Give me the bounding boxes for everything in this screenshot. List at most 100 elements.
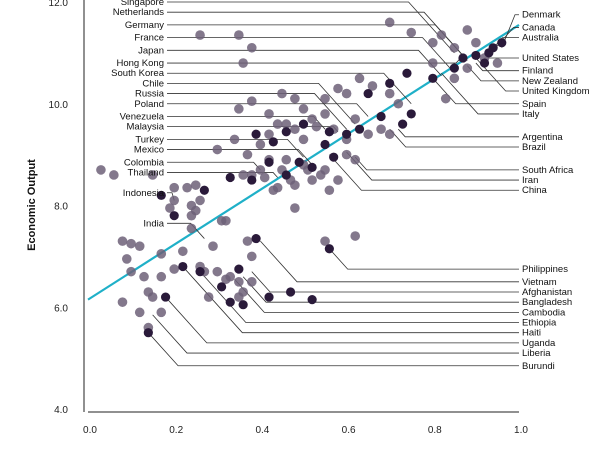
data-point <box>212 144 223 155</box>
data-point <box>109 170 119 180</box>
country-label: Haiti <box>522 328 541 339</box>
data-point <box>320 165 330 175</box>
leader-line <box>389 128 519 148</box>
data-point <box>216 215 227 226</box>
country-label: Thailand <box>128 167 164 178</box>
country-label: Afghanistan <box>522 287 572 298</box>
data-point-highlight <box>247 175 257 185</box>
leader-line <box>475 62 519 72</box>
data-point <box>238 170 248 180</box>
leader-line <box>466 65 519 82</box>
data-point-highlight <box>406 109 416 119</box>
data-point-highlight <box>307 295 317 305</box>
y-tick-label: 10.0 <box>49 100 69 111</box>
leader-line <box>167 93 347 130</box>
leader-line <box>148 332 519 367</box>
data-point <box>234 104 244 114</box>
leader-line <box>432 78 519 105</box>
data-point <box>363 129 373 140</box>
data-point <box>311 121 322 132</box>
data-point <box>238 58 248 68</box>
leader-line <box>167 1 455 54</box>
country-label: Vietnam <box>522 277 557 288</box>
data-point <box>156 307 167 318</box>
leader-line <box>167 83 356 125</box>
data-point <box>350 231 361 241</box>
axes-layer: Economic Output <box>26 0 519 413</box>
country-label: Russia <box>135 89 165 100</box>
data-point-highlight <box>342 129 352 139</box>
data-point <box>333 175 343 185</box>
data-point-highlight <box>307 162 317 172</box>
country-label: Netherlands <box>113 7 164 18</box>
data-point <box>255 165 266 175</box>
data-point-highlight <box>294 157 304 167</box>
country-label: China <box>522 185 548 196</box>
data-point <box>277 88 287 99</box>
y-tick-label: 4.0 <box>54 405 68 416</box>
data-point <box>165 203 175 213</box>
data-point <box>492 58 503 68</box>
data-point <box>134 241 145 251</box>
country-label: Mexico <box>134 145 164 156</box>
country-label: South Africa <box>522 165 574 176</box>
data-point-highlight <box>376 111 386 122</box>
data-point <box>182 182 192 193</box>
data-point-highlight <box>324 127 334 137</box>
data-point-highlight <box>225 297 235 307</box>
data-point <box>272 119 283 129</box>
data-point-highlight <box>225 172 235 183</box>
data-point <box>156 249 167 259</box>
data-point <box>436 30 447 40</box>
data-point <box>264 109 274 119</box>
leader-line <box>354 156 519 171</box>
country-label: United Kingdom <box>522 86 590 97</box>
data-point-highlight <box>143 328 153 338</box>
data-point <box>428 58 438 68</box>
country-label: Colombia <box>124 157 165 168</box>
data-point <box>238 287 248 297</box>
leader-line <box>501 14 519 48</box>
leader-line <box>199 271 519 323</box>
data-point <box>462 63 473 73</box>
country-label: Germany <box>125 20 164 31</box>
y-tick-label: 6.0 <box>54 303 68 314</box>
leader-line <box>329 154 519 191</box>
y-tick-label: 12.0 <box>49 0 69 9</box>
data-point <box>186 223 197 234</box>
data-point <box>406 27 417 38</box>
data-point <box>307 175 317 185</box>
data-point-highlight <box>169 211 179 221</box>
data-point <box>234 277 244 287</box>
data-point <box>246 42 257 53</box>
x-tick-label: 0.8 <box>428 425 442 436</box>
leader-line <box>182 266 519 334</box>
x-tick-label: 1.0 <box>514 425 528 436</box>
leader-line <box>234 279 519 313</box>
country-label: Bangladesh <box>522 297 572 308</box>
country-label: New Zealand <box>522 76 578 87</box>
country-label: Italy <box>522 109 540 120</box>
data-point-highlight <box>160 292 171 302</box>
leader-line <box>167 55 464 64</box>
data-point-highlight <box>428 73 438 83</box>
data-point-highlight <box>281 170 291 180</box>
data-point <box>195 30 205 40</box>
data-point <box>242 236 253 246</box>
data-point <box>298 134 309 145</box>
data-point <box>186 210 197 221</box>
leader-line <box>167 11 464 56</box>
data-point-highlight <box>234 264 244 274</box>
data-point <box>384 129 395 140</box>
country-label: Ethiopia <box>522 318 557 329</box>
data-point <box>156 271 167 282</box>
data-point <box>290 124 300 134</box>
country-label: Liberia <box>522 348 551 359</box>
data-point-highlight <box>449 63 459 73</box>
data-point <box>324 185 335 196</box>
data-point <box>471 37 481 48</box>
data-point <box>333 83 343 94</box>
data-point <box>225 271 236 282</box>
data-point <box>259 172 270 183</box>
